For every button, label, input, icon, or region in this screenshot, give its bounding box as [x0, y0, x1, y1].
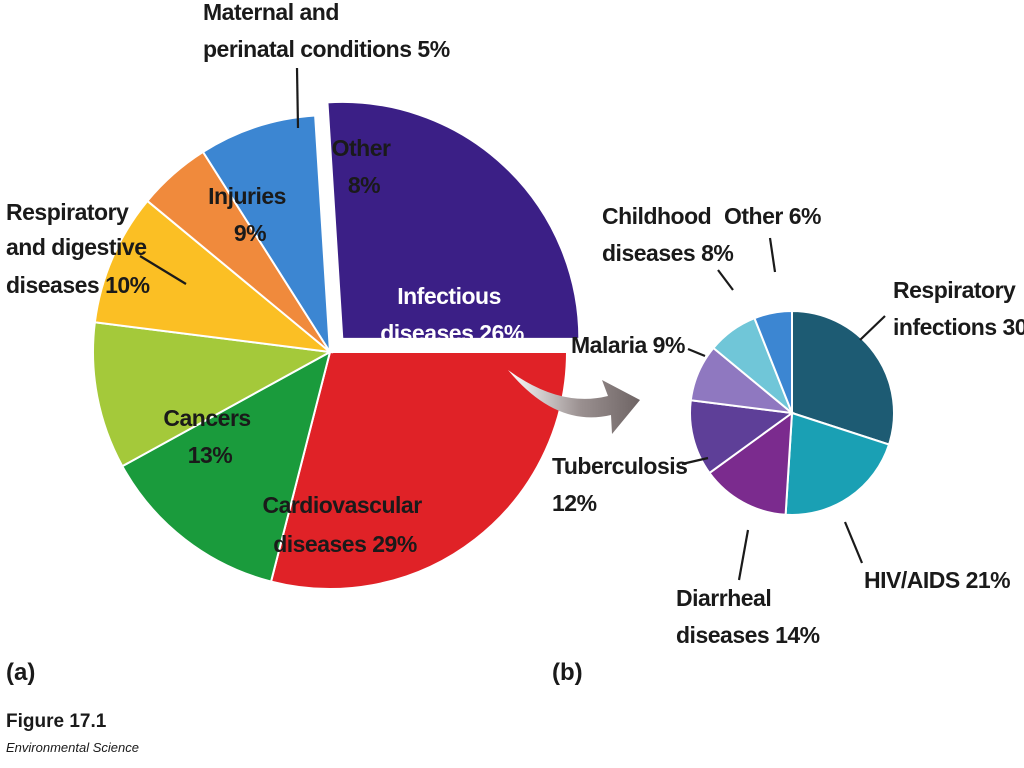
pie-a-slice-infectious-diseases	[326, 100, 581, 340]
slice-label-respiratory-infections: Respiratory infections 30%	[893, 277, 1024, 340]
slice-label-infectious: Infectious diseases 26%	[380, 283, 524, 346]
panel-label-b: (b)	[552, 659, 583, 686]
pie-b	[689, 309, 895, 516]
slice-label-cancers: Cancers 13%	[163, 405, 256, 468]
pie-b-slice-tuberculosis	[689, 399, 795, 475]
pie-a	[92, 100, 581, 590]
leader-line-diarrheal	[737, 529, 750, 581]
pie-a-slice-other	[201, 114, 331, 353]
pie-b-slice-other	[753, 309, 793, 414]
slice-label-cardiovascular: Cardiovascular diseases 29%	[262, 492, 427, 557]
leader-line-hiv-aids	[843, 521, 864, 564]
connector-arrow	[508, 370, 640, 434]
leader-line-other-b	[768, 237, 777, 273]
slice-label-childhood: Childhood diseases 8%	[602, 203, 733, 266]
pie-b-slice-respiratory-infections	[791, 309, 895, 446]
leader-line-respiratory-digestive	[139, 255, 187, 285]
leader-line-malaria	[687, 347, 706, 358]
pie-b-slice-diarrheal-diseases	[708, 410, 794, 516]
pie-a-slice-cancers	[120, 350, 332, 583]
slice-label-diarrheal: Diarrheal diseases 14%	[676, 585, 820, 648]
pie-a-slice-injuries	[93, 199, 334, 354]
figure-source: Environmental Science	[6, 740, 139, 755]
slice-label-other-b: Other 6%	[724, 203, 821, 229]
slice-label-hiv-aids: HIV/AIDS 21%	[864, 567, 1010, 593]
slice-label-tuberculosis: Tuberculosis 12%	[552, 453, 693, 516]
slice-label-respiratory-digestive: Respiratory and digestive diseases 10%	[6, 199, 152, 298]
slice-label-injuries: Injuries 9%	[208, 183, 292, 246]
leader-line-childhood	[717, 269, 734, 291]
leader-line-tuberculosis	[681, 456, 709, 466]
slice-label-maternal: Maternal and perinatal conditions 5%	[203, 0, 450, 62]
panel-label-a: (a)	[6, 659, 35, 686]
pie-a-slice-respiratory-and-digestive-diseases	[92, 321, 334, 468]
leader-line-respiratory-infections	[859, 315, 886, 341]
slice-label-other-a: Other 8%	[332, 135, 397, 198]
leader-line-maternal	[295, 67, 300, 129]
figure-title: Figure 17.1	[6, 711, 107, 732]
slice-label-malaria: Malaria 9%	[571, 332, 685, 358]
pie-b-slice-hiv-aids	[784, 411, 891, 516]
